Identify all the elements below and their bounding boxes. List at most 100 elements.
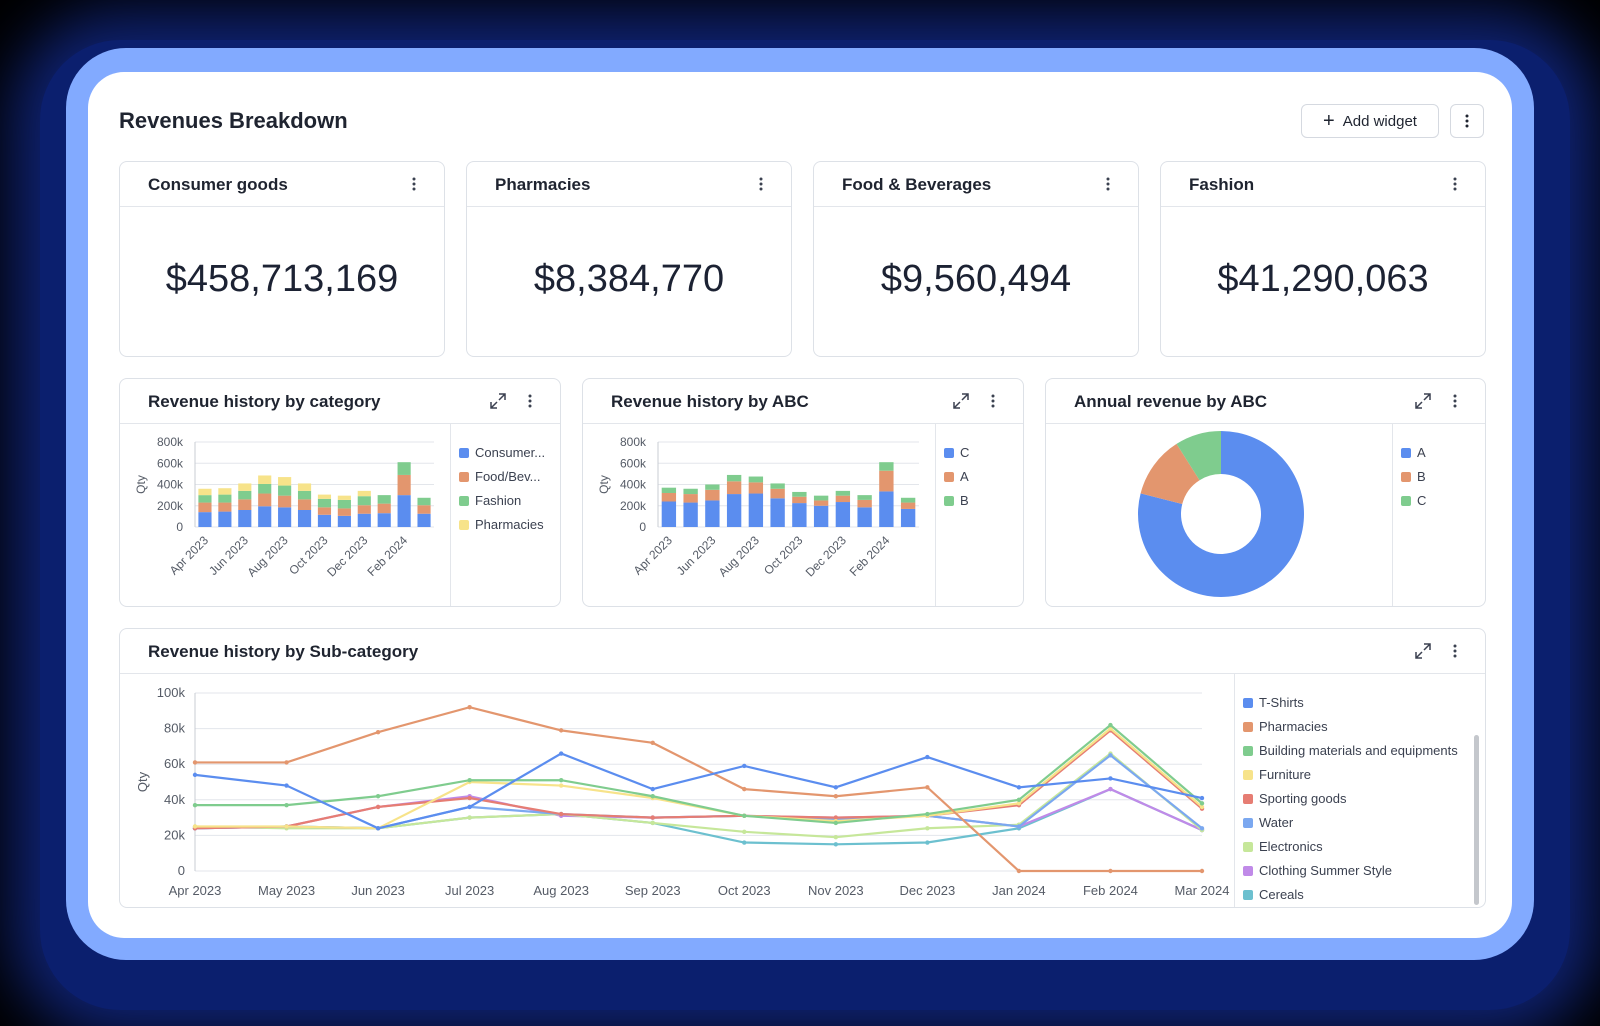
kebab-icon[interactable] [520,391,540,411]
legend-label: Furniture [1259,767,1312,782]
x-tick-label: Dec 2023 [324,533,370,579]
expand-icon[interactable] [1413,391,1433,411]
bar-segment [683,488,698,495]
legend-item[interactable]: A [1401,445,1426,460]
data-point [925,785,930,790]
legend-item[interactable]: Clothing Summer Style [1243,863,1392,878]
legend-item[interactable]: Fashion [459,493,521,508]
bar-segment [357,490,371,497]
bar-segment [218,502,232,512]
legend-item[interactable]: C [944,445,969,460]
bar-segment [417,505,431,514]
kebab-icon[interactable] [983,391,1003,411]
legend-item[interactable]: C [1401,493,1426,508]
bar-segment [198,495,212,503]
legend-label: Sporting goods [1259,791,1347,806]
legend-item[interactable]: Electronics [1243,839,1323,854]
legend-item[interactable]: T-Shirts [1243,695,1304,710]
legend-item[interactable]: Furniture [1243,767,1311,782]
data-point [1199,795,1205,801]
series-line [195,706,1202,873]
bar-segment [218,488,232,495]
legend-item[interactable]: B [944,493,969,508]
donut-slice [1138,431,1304,597]
bar-segment [317,498,332,508]
add-widget-button[interactable]: + Add widget [1301,104,1439,138]
legend-item[interactable]: Food/Bev... [459,469,541,484]
data-point [1016,824,1022,829]
data-point [467,795,472,801]
bar-segment [278,507,292,527]
expand-icon[interactable] [1413,641,1433,661]
chart-title: Revenue history by Sub-category [148,642,419,661]
legend-item[interactable]: A [944,469,969,484]
bar-segment [317,507,332,515]
data-point [650,740,655,746]
data-point [925,754,930,760]
legend-item[interactable]: Cereals [1243,887,1304,902]
bar-segment [238,510,252,527]
data-point [192,824,198,829]
legend-item[interactable]: Water [1243,815,1293,830]
legend-swatch [459,472,469,482]
legend-item[interactable]: Sporting goods [1243,791,1346,806]
legend-label: Electronics [1259,839,1323,854]
legend-swatch [1243,842,1253,852]
x-tick-label: Sep 2023 [625,883,681,898]
legend-scrollbar[interactable] [1474,735,1479,905]
kebab-icon[interactable] [751,174,771,194]
panel-header: Pharmacies [467,162,791,207]
y-axis-label: Qty [134,475,148,494]
expand-icon[interactable] [488,391,508,411]
x-tick-label: Jun 2023 [351,883,405,898]
legend-item[interactable]: Pharmacies [1243,719,1328,734]
data-point [375,804,381,810]
kebab-icon[interactable] [1445,174,1465,194]
kpi-title: Consumer goods [148,175,288,194]
bar-segment [397,495,411,527]
page-menu-button[interactable] [1450,104,1484,138]
kpi-panel-fashion: Fashion $41,290,063 [1160,161,1486,357]
bar-segment [683,494,698,503]
bar-segment [337,508,351,516]
kebab-icon[interactable] [404,174,424,194]
x-tick-label: Feb 2024 [847,533,893,579]
bar-segment [792,491,807,497]
legend-item[interactable]: Consumer... [459,445,545,460]
legend-item[interactable]: Pharmacies [459,517,544,532]
expand-icon[interactable] [951,391,971,411]
y-axis-label: Qty [597,475,611,494]
bar-segment [857,499,872,508]
data-point [375,826,381,831]
kebab-icon[interactable] [1445,641,1465,661]
y-tick-label: 200k [620,499,647,513]
bar-segment [218,511,232,527]
data-point [1199,868,1205,874]
legend-item[interactable]: Building materials and equipments [1243,743,1458,758]
data-point [284,824,289,829]
bar-segment [218,494,232,503]
x-tick-label: Feb 2024 [1083,883,1138,898]
bar-segment [661,493,677,502]
bar-segment [297,499,312,510]
kebab-icon[interactable] [1098,174,1118,194]
legend-item[interactable]: B [1401,469,1426,484]
data-point [1108,726,1113,731]
y-tick-label: 400k [157,478,184,492]
bar-segment [337,495,351,500]
x-tick-label: Feb 2024 [364,533,410,579]
legend-swatch [1401,496,1411,506]
panel-revenue-by-subcategory: Revenue history by Sub-category 100k 80k 6… [119,628,1486,908]
legend-swatch [459,520,469,530]
donut-slice [1176,431,1221,481]
panel-header: Fashion [1161,162,1485,207]
legend-swatch [1243,746,1253,756]
bar-segment [357,496,371,506]
chart-title: Revenue history by ABC [611,392,809,411]
data-point [467,778,472,783]
kebab-icon[interactable] [1445,391,1465,411]
data-point [1108,776,1113,781]
annual-revenue-donut-chart [1138,431,1304,597]
kpi-title: Food & Beverages [842,175,992,194]
kpi-value: $8,384,770 [533,258,725,300]
